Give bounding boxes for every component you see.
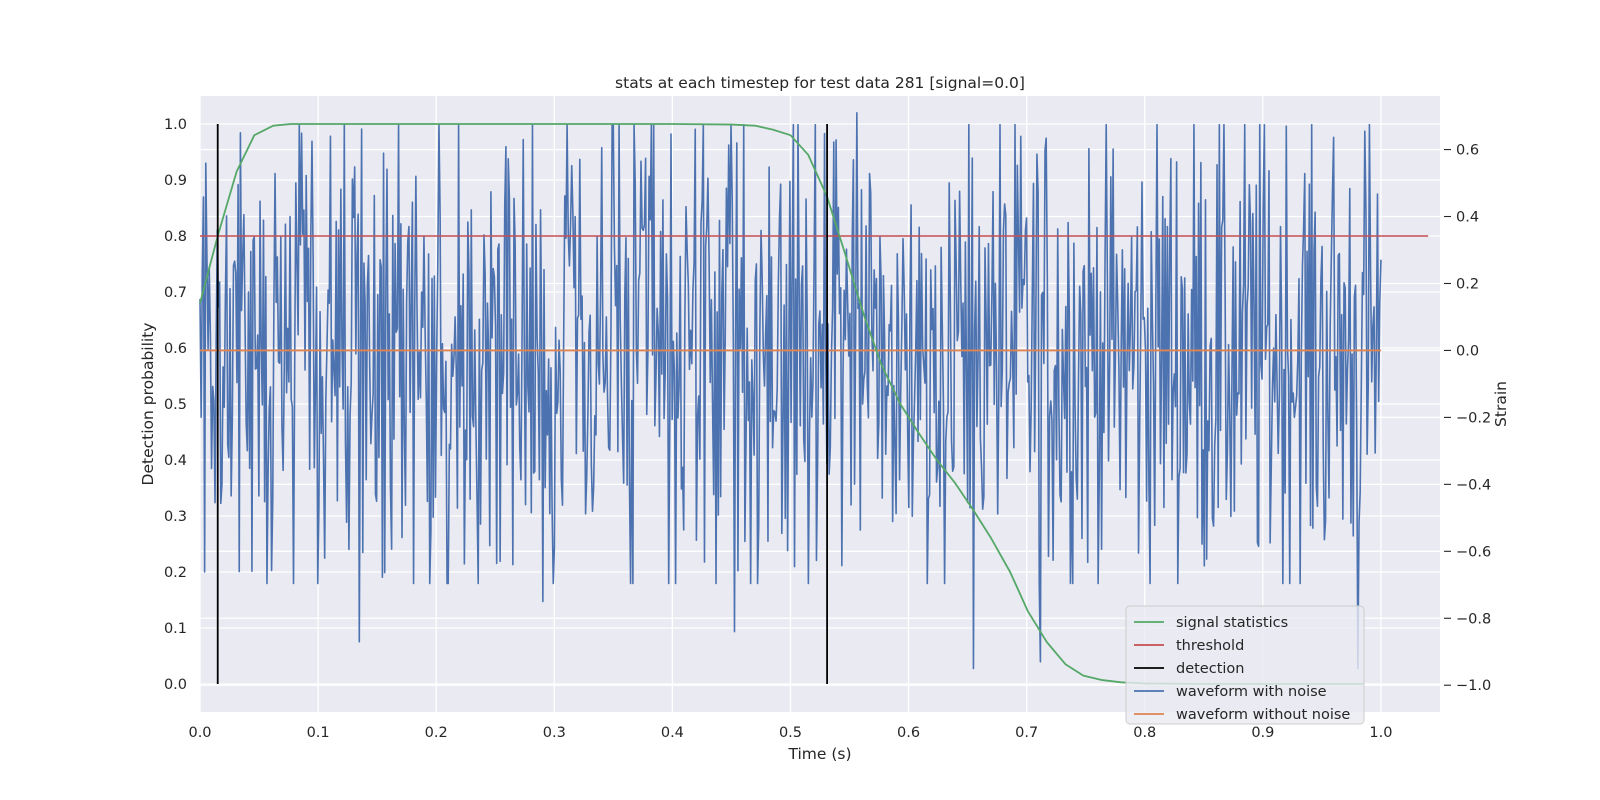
y-tick-label-0: 0.0 — [164, 677, 187, 693]
y-tick-label-5: 0.5 — [164, 397, 187, 413]
legend: signal statistics threshold detection wavef… — [1125, 605, 1365, 725]
y2-tick-label-3: 0.0 — [1456, 343, 1479, 359]
series-layer — [199, 111, 1429, 685]
y2-tick-label-0: 0.6 — [1456, 143, 1479, 159]
x-axis-label: Time (s) — [787, 745, 851, 763]
x-tick-label-0: 0.0 — [188, 725, 211, 741]
y2-tick-label-5: −0.4 — [1456, 477, 1491, 493]
y-tick-label-9: 0.9 — [164, 173, 187, 189]
x-tick-label-1: 0.1 — [307, 725, 330, 741]
y2-axis-label: Strain — [1492, 381, 1510, 427]
signal-statistics-line — [199, 123, 1364, 685]
y-tick-label-7: 0.7 — [164, 285, 187, 301]
x-tick-label-3: 0.3 — [543, 725, 566, 741]
legend-label-threshold: threshold — [1176, 638, 1244, 654]
legend-label-noisy: waveform with noise — [1176, 684, 1327, 700]
x-tick-label-5: 0.5 — [779, 725, 802, 741]
x-tick-label-6: 0.6 — [897, 725, 920, 741]
y-tick-label-3: 0.3 — [164, 509, 187, 525]
legend-label-signal: signal statistics — [1176, 615, 1288, 631]
x-tick-label-7: 0.7 — [1015, 725, 1038, 741]
y-tick-label-1: 0.1 — [164, 621, 187, 637]
y-axis-label: Detection probability — [139, 323, 157, 486]
y2-tick-label-4: −0.2 — [1456, 410, 1491, 426]
x-tick-label-2: 0.2 — [425, 725, 448, 741]
y2-tick-label-7: −0.8 — [1456, 611, 1491, 627]
y2-tick-label-1: 0.4 — [1456, 210, 1479, 226]
y-tick-label-6: 0.6 — [164, 341, 187, 357]
x-tick-label-9: 0.9 — [1251, 725, 1274, 741]
y-tick-label-4: 0.4 — [164, 453, 187, 469]
y-tick-label-2: 0.2 — [164, 565, 187, 581]
legend-label-detection: detection — [1176, 661, 1244, 677]
y-tick-label-10: 1.0 — [164, 117, 187, 133]
y2-tick-label-8: −1.0 — [1456, 678, 1491, 694]
y-tick-label-8: 0.8 — [164, 229, 187, 245]
waveform-with-noise-line — [199, 111, 1382, 670]
y2-tick-label-6: −0.6 — [1456, 544, 1491, 560]
x-tick-label-10: 1.0 — [1369, 725, 1392, 741]
tick-layer: 0.0 0.1 0.2 0.3 0.4 0.5 0.6 0.7 0.8 0.9 1.0 0.0 0.1 0… — [164, 117, 1491, 741]
legend-box — [1125, 605, 1365, 725]
x-tick-label-8: 0.8 — [1133, 725, 1156, 741]
chart-title: stats at each timestep for test data 281… — [615, 74, 1025, 92]
x-tick-label-4: 0.4 — [661, 725, 684, 741]
legend-label-clean: waveform without noise — [1176, 707, 1350, 723]
y2-tick-label-2: 0.2 — [1456, 276, 1479, 292]
